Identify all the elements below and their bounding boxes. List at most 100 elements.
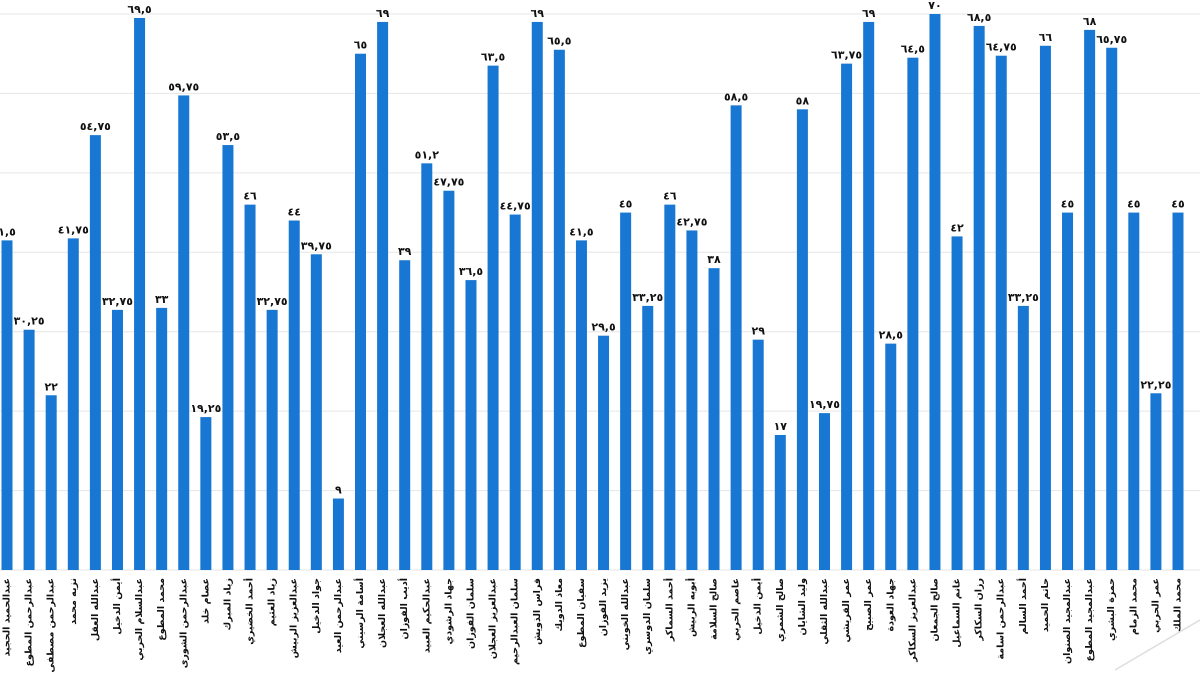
value-label: ٣٦,٥ [459,265,484,278]
value-label: ٣٢,٧٥ [102,295,133,308]
value-label: ٦٦ [1039,31,1053,44]
bar [818,413,830,570]
value-label: ٥٩,٧٥ [168,80,199,93]
value-label: ٤١,٧٥ [58,223,89,236]
x-tick-label: عبدالمجيد المطوع [1084,578,1095,661]
bar [310,254,322,570]
value-label: ٣٣ [155,293,169,306]
bar [377,21,389,570]
bar [23,329,35,570]
value-label: ٦٥,٧٥ [1096,33,1127,46]
value-label: ٦٩,٥ [127,3,152,16]
bar [443,190,455,570]
x-tick-label: عاصم الحربي [731,578,742,641]
bar [1062,212,1074,571]
bar [885,343,897,570]
value-label: ٥٨ [796,94,810,107]
bar [244,204,256,570]
bar [951,236,963,570]
value-label: ٦٥,٥ [547,35,572,48]
bar [1128,212,1140,571]
x-tick-label: عبدالله الثقلي [819,578,830,645]
value-label: ٤٥ [1127,198,1141,211]
bar [796,109,808,571]
bar [178,95,190,571]
x-tick-label: عبدالسلام الحربي [134,578,145,661]
x-tick-label: عبدالحكيم العبيد [421,578,432,653]
x-tick-label: معاذ الدويك [554,578,565,632]
x-tick-label: أبوبه الربيش [684,578,697,637]
bar [288,220,300,570]
bar [1,240,13,570]
x-tick-label: يزيد الفوزان [598,578,609,636]
value-label: ٥١,٢ [415,148,440,161]
x-tick-label: عبدالعزيز العجلان [488,578,499,659]
x-tick-label: عبدالرحمن العيد [333,578,344,653]
value-label: ٣٠,٢٥ [14,315,45,328]
value-label: ٤٥ [1061,198,1075,211]
value-label: ٦٤,٧٥ [986,41,1017,54]
bar [465,280,477,570]
bar [222,145,234,571]
value-label: ٤٦ [663,190,677,203]
value-label: ١٩,٧٥ [809,398,840,411]
x-tick-label: صالح السلامة [709,578,720,640]
x-tick-label: عبدالعزيز السكاكر [907,578,918,663]
bar [1039,45,1051,571]
x-tick-label: عبدالله الخويني [620,578,631,650]
value-label: ٤٥ [619,198,633,211]
value-label: ٢٩,٥ [591,321,616,334]
value-label: ٦٩ [862,7,876,20]
bar [266,309,278,570]
x-tick-label: محمد الزمام [1128,578,1139,635]
value-label: ٣٩,٧٥ [301,239,332,252]
bar [973,25,985,570]
x-tick-label: زياد المبرك [222,578,233,630]
value-label: ٦٤,٥ [901,43,926,56]
bar [553,49,565,570]
bar [907,57,919,570]
value-label: ٢٢ [44,380,58,393]
value-label: ٦٨,٥ [967,11,992,24]
bar [111,309,123,570]
x-tick-label: عبدالرحمن المطوع [24,578,35,667]
value-label: ١٧ [774,420,788,433]
x-tick-label: فراس الذويش [532,578,543,645]
value-label: ٦٩ [531,7,545,20]
value-label: ١,٥ [0,225,16,238]
value-label: ٣٩ [398,245,412,258]
value-label: ٦٥ [354,39,368,52]
bar [620,212,632,571]
bar [332,498,344,570]
x-tick-label: سلمان الدوسري [642,578,653,655]
x-tick-label: عبدالله العجلان [377,578,388,648]
x-tick-label: حمزة البشري [1106,578,1117,641]
bar [686,230,698,570]
bar [995,55,1007,570]
x-tick-label: محمد الملك [1173,578,1184,632]
bar [598,335,610,570]
x-tick-label: عصام خلد [200,578,211,624]
x-tick-label: سلمان الفوزان [465,578,476,649]
bar [421,163,433,570]
value-label: ٥٤,٧٥ [80,120,111,133]
bar [841,63,853,571]
x-tick-label: أديب الفوزان [397,578,410,640]
x-tick-label: محمد المطوع [156,578,167,641]
x-tick-label: أحمد الخضيري [243,578,256,645]
value-label: ٣٣,٢٥ [632,291,663,304]
x-tick-label: غانم السماعيل [952,578,963,648]
value-label: ٣٣,٢٥ [1008,291,1039,304]
value-label: ٢٩ [751,325,765,338]
value-label: ٢٨,٥ [879,329,904,342]
value-label: ٤٢ [950,221,964,234]
bar [1017,305,1029,570]
bar [708,268,720,570]
x-tick-label: أيمن الدخيل [751,578,764,635]
bar [1150,393,1162,570]
value-label: ٤٢,٧٥ [676,215,707,228]
bar [774,434,786,570]
x-tick-label: عبدالمجيد الصنوان [1062,578,1073,664]
x-tick-label: نزيه محمد [68,578,79,625]
value-label: ٤٤ [288,206,301,219]
